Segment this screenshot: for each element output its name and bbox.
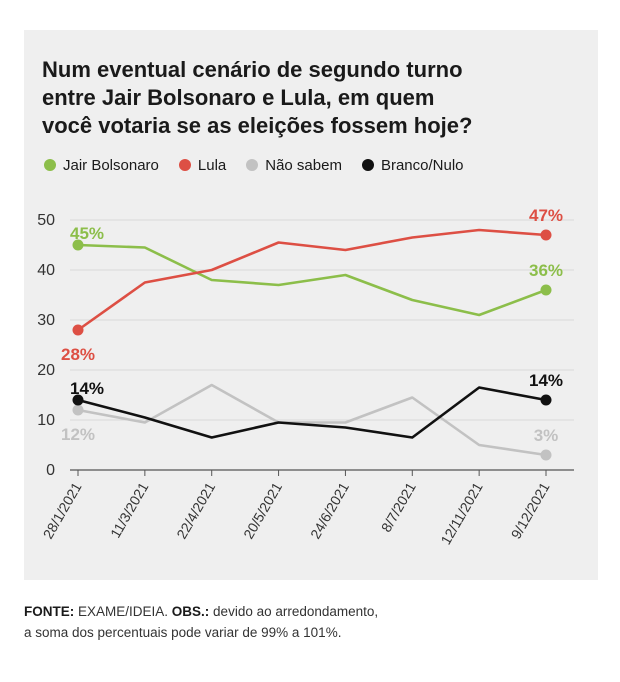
x-tick-label: 9/12/2021	[508, 479, 553, 541]
series-line-2	[76, 383, 548, 457]
legend-label-lula: Lula	[197, 156, 227, 174]
legend-dot-bolsonaro	[44, 159, 56, 171]
legend-item-bolsonaro: Jair Bolsonaro	[44, 157, 159, 174]
series-line-3	[76, 386, 548, 439]
data-label: 14%	[70, 379, 104, 398]
y-tick-label: 30	[37, 312, 55, 329]
obs-label: OBS.:	[171, 604, 210, 619]
series-line-1	[76, 228, 548, 332]
series-line-0	[76, 243, 548, 317]
chart-title-line-2: entre Jair Bolsonaro e Lula, em quem	[42, 85, 435, 110]
source-label: FONTE:	[24, 604, 75, 619]
chart-title: Num eventual cenário de segundo turno en…	[42, 56, 582, 140]
data-point-1	[540, 229, 552, 241]
legend-dot-nao-sabem	[246, 159, 259, 171]
legend-item-branco-nulo: Branco/Nulo	[361, 156, 464, 174]
data-label: 14%	[529, 371, 563, 390]
data-point-2	[540, 449, 552, 461]
source-text: EXAME/IDEIA.	[74, 604, 172, 619]
x-tick-label: 20/5/2021	[240, 479, 285, 541]
data-label: 47%	[529, 206, 563, 225]
x-tick-label: 22/4/2021	[173, 479, 218, 541]
legend-dot-lula	[178, 159, 191, 171]
footer-line-1: FONTE: EXAME/IDEIA. OBS.: devido ao arre…	[24, 601, 598, 622]
data-label: 36%	[529, 261, 563, 280]
legend-label-bolsonaro: Jair Bolsonaro	[63, 156, 159, 174]
y-tick-label: 50	[37, 212, 55, 229]
data-label: 45%	[70, 224, 104, 243]
x-tick-label: 8/7/2021	[378, 479, 419, 534]
footer-line-2: a soma dos percentuais pode variar de 99…	[24, 625, 342, 640]
chart-legend: Jair Bolsonaro Lula Não sabem Branco/Nul…	[44, 154, 464, 176]
x-tick-label: 28/1/2021	[40, 479, 85, 541]
data-point-3	[540, 394, 552, 406]
y-tick-label: 40	[37, 262, 55, 279]
chart-title-line-1: Num eventual cenário de segundo turno	[42, 57, 463, 82]
obs-text-1: devido ao arredondamento,	[209, 604, 379, 619]
y-tick-label: 10	[37, 412, 55, 429]
legend-label-branco-nulo: Branco/Nulo	[380, 156, 464, 174]
data-label: 28%	[61, 345, 95, 364]
legend-item-lula: Lula	[178, 156, 227, 174]
legend-dot-branco-nulo	[361, 159, 374, 171]
legend-label-nao-sabem: Não sabem	[265, 156, 342, 174]
y-tick-label: 0	[46, 462, 55, 479]
x-tick-label: 12/11/2021	[437, 479, 485, 547]
x-tick-label: 11/3/2021	[107, 479, 152, 540]
legend-item-nao-sabem: Não sabem	[246, 157, 342, 174]
data-point-3	[72, 394, 84, 406]
chart-footer: FONTE: EXAME/IDEIA. OBS.: devido ao arre…	[24, 601, 598, 643]
x-tick-label: 24/6/2021	[307, 479, 352, 541]
data-point-0	[72, 239, 84, 251]
data-label: 3%	[534, 426, 559, 445]
y-tick-label: 20	[37, 362, 55, 379]
data-point-1	[72, 324, 84, 336]
data-point-0	[540, 284, 552, 296]
data-point-2	[72, 404, 84, 416]
data-label: 12%	[61, 425, 95, 444]
chart-title-line-3: você votaria se as eleições fossem hoje?	[42, 113, 473, 138]
